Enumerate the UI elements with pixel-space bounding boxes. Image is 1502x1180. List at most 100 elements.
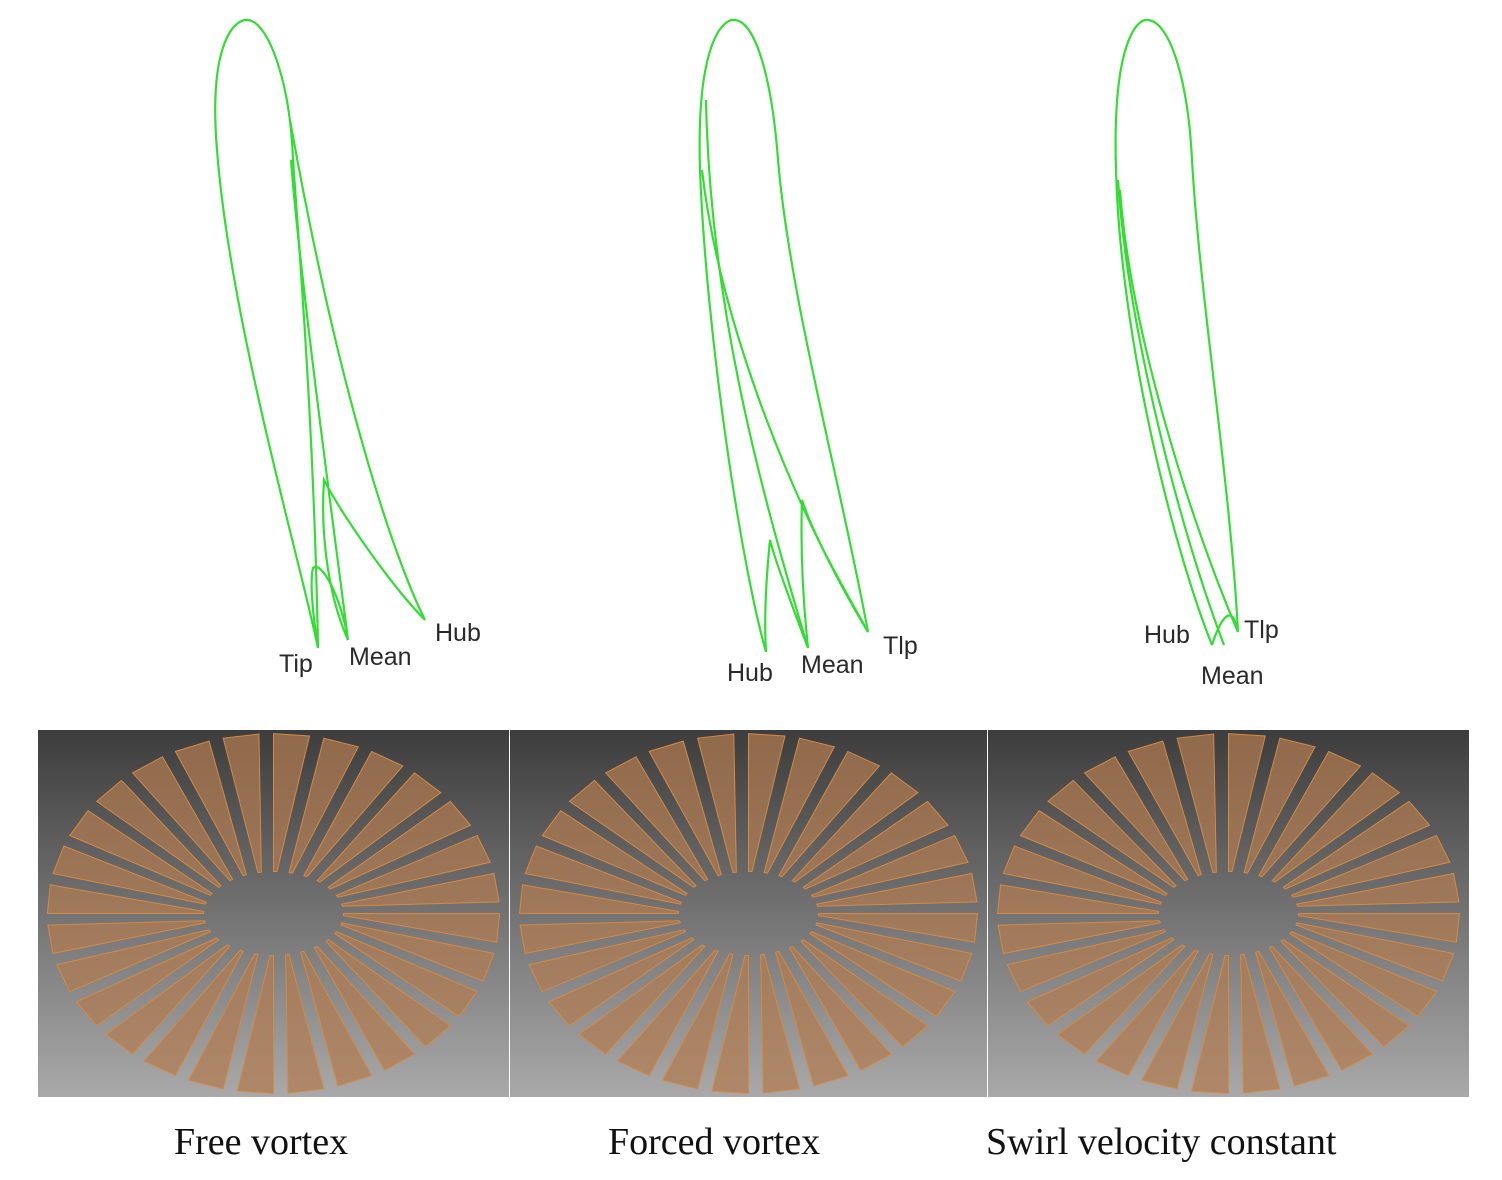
blade — [52, 845, 207, 905]
swirl-constant-blade-row-render — [988, 730, 1469, 1097]
blade — [616, 949, 719, 1077]
blade — [285, 953, 325, 1094]
blade — [568, 779, 697, 888]
blade — [1255, 950, 1330, 1087]
blade — [342, 913, 501, 943]
forced-vortex-profile-group — [698, 18, 870, 653]
blade — [325, 939, 452, 1048]
blade — [1289, 931, 1438, 1018]
free-vortex-blade-row-render — [38, 730, 509, 1097]
blade — [334, 931, 478, 1018]
blade — [303, 750, 404, 878]
free-vortex-right-label: Hub — [435, 619, 481, 647]
swirl-constant-profile-group — [1114, 18, 1240, 646]
blade — [131, 756, 234, 882]
blade — [711, 954, 749, 1094]
swirl-constant-tip-profile — [1118, 189, 1240, 646]
swirl-constant-left-label: Hub — [1144, 621, 1190, 649]
blade — [817, 913, 979, 943]
blade — [340, 922, 495, 982]
blade — [1141, 953, 1214, 1090]
blade — [1176, 733, 1217, 874]
free-vortex-mean-profile — [289, 159, 350, 649]
blade — [1026, 937, 1175, 1027]
blade — [518, 884, 680, 914]
free-vortex-hub-profile — [288, 119, 426, 641]
blade — [47, 920, 206, 955]
blade — [1056, 944, 1186, 1055]
blade — [1258, 750, 1362, 878]
blade — [791, 772, 919, 883]
blade — [604, 756, 709, 882]
blade — [775, 950, 849, 1087]
forced-vortex-blade-row-render — [510, 730, 987, 1097]
blade — [809, 931, 956, 1018]
blade — [778, 750, 881, 878]
swirl-constant-right-label: Tlp — [1244, 616, 1279, 644]
blade — [327, 800, 472, 890]
blade — [316, 772, 442, 883]
blade — [802, 800, 949, 890]
blade — [1006, 929, 1167, 993]
free-vortex-tip-profile — [214, 18, 320, 649]
blade — [236, 954, 274, 1094]
blade — [1002, 845, 1162, 905]
forced-vortex-hub-profile — [698, 18, 870, 653]
forced-vortex-tip-profile — [700, 169, 869, 649]
blade — [273, 733, 311, 873]
blade — [997, 920, 1161, 955]
forced-vortex-caption: Forced vortex — [608, 1121, 821, 1163]
blade — [1297, 913, 1460, 943]
blade — [696, 733, 737, 874]
swirl-constant-caption: Swirl velocity constant — [986, 1121, 1337, 1163]
blade-row — [46, 733, 501, 1094]
blade — [1243, 737, 1316, 874]
blade — [143, 949, 244, 1077]
blade — [1019, 809, 1168, 896]
blade — [105, 944, 231, 1055]
blade — [1191, 954, 1229, 1094]
blade — [1280, 939, 1410, 1048]
free-vortex-blade-row-image — [38, 730, 509, 1097]
blade — [661, 953, 734, 1090]
blade — [1282, 800, 1431, 890]
blade — [288, 737, 360, 874]
blade — [174, 740, 247, 877]
blade — [75, 937, 220, 1027]
free-vortex-middle-label: Mean — [349, 643, 412, 671]
free-vortex-profile-group — [214, 18, 426, 649]
free-vortex-caption: Free vortex — [174, 1121, 349, 1163]
blade — [335, 834, 491, 898]
blade — [95, 779, 222, 888]
blade — [548, 937, 695, 1027]
blade — [648, 740, 722, 877]
blade-row — [518, 733, 979, 1094]
blade — [341, 872, 500, 907]
blade — [524, 845, 682, 905]
blade — [222, 733, 262, 874]
swirl-constant-hub-profile — [1114, 18, 1240, 646]
free-vortex-left-label: Tip — [279, 650, 313, 678]
blade — [300, 950, 373, 1087]
blade — [1047, 779, 1177, 888]
blade — [1240, 953, 1281, 1094]
blade — [748, 733, 786, 873]
blade — [1268, 945, 1374, 1071]
blade — [56, 929, 212, 993]
blade — [1271, 772, 1401, 883]
blade — [519, 920, 681, 955]
blade-profiles-diagram: Tip Mean Hub Hub Mean Tlp Hub Mean Tlp — [214, 18, 1279, 690]
blade — [1296, 872, 1460, 907]
blade — [1095, 949, 1199, 1077]
blade — [46, 884, 205, 914]
blade — [1127, 740, 1202, 877]
blade — [528, 929, 687, 993]
blade — [578, 944, 706, 1055]
blade — [541, 809, 688, 896]
blade — [816, 872, 978, 907]
blade — [788, 945, 893, 1071]
swirl-constant-middle-label: Mean — [1201, 662, 1264, 690]
forced-vortex-left-label: Hub — [727, 659, 773, 687]
blade — [1083, 756, 1189, 882]
forced-vortex-mean-profile — [704, 99, 810, 653]
